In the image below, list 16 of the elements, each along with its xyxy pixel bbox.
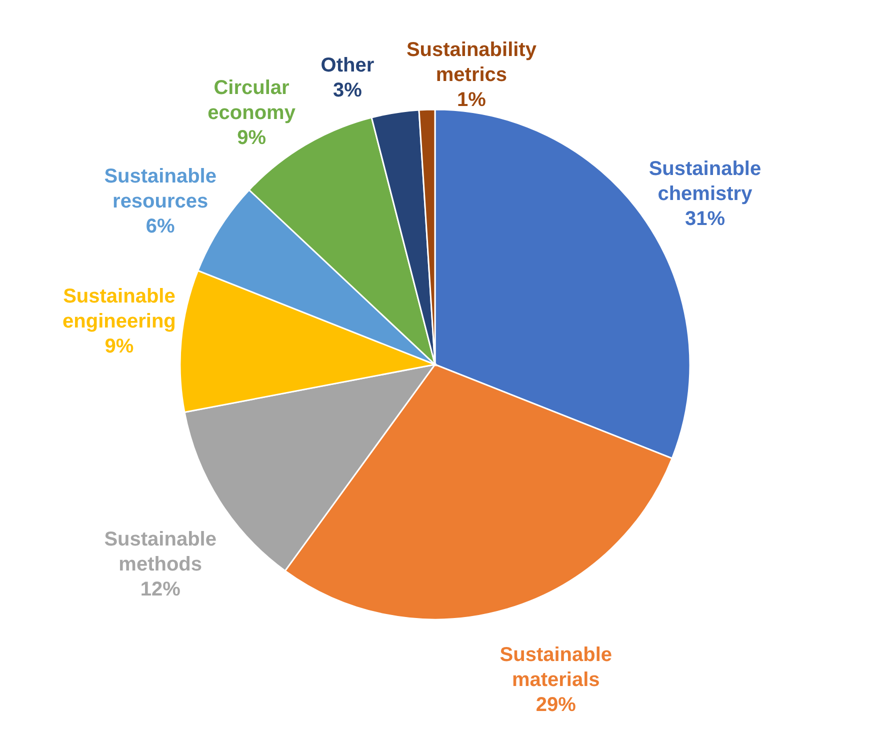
slice-label: Sustainable chemistry (648, 158, 762, 206)
slice-label: Circular economy (208, 76, 296, 124)
data-label: 6% (146, 215, 176, 238)
slice-label: Sustainable engineering (62, 285, 176, 332)
slice-label: Sustainable methods (104, 528, 216, 576)
slice-label: Sustainability metrics (406, 39, 538, 86)
data-label: 12% (140, 578, 181, 601)
slice-label: Other (320, 54, 374, 76)
data-label: 3% (332, 79, 362, 102)
slice-label: Sustainable resources (104, 165, 216, 212)
data-label: 1% (457, 89, 486, 112)
data-label: 9% (237, 126, 266, 149)
data-label: 9% (104, 335, 134, 358)
data-label: 29% (536, 694, 576, 716)
data-label: 31% (684, 208, 726, 230)
slice-label: Sustainable materials (500, 644, 612, 692)
